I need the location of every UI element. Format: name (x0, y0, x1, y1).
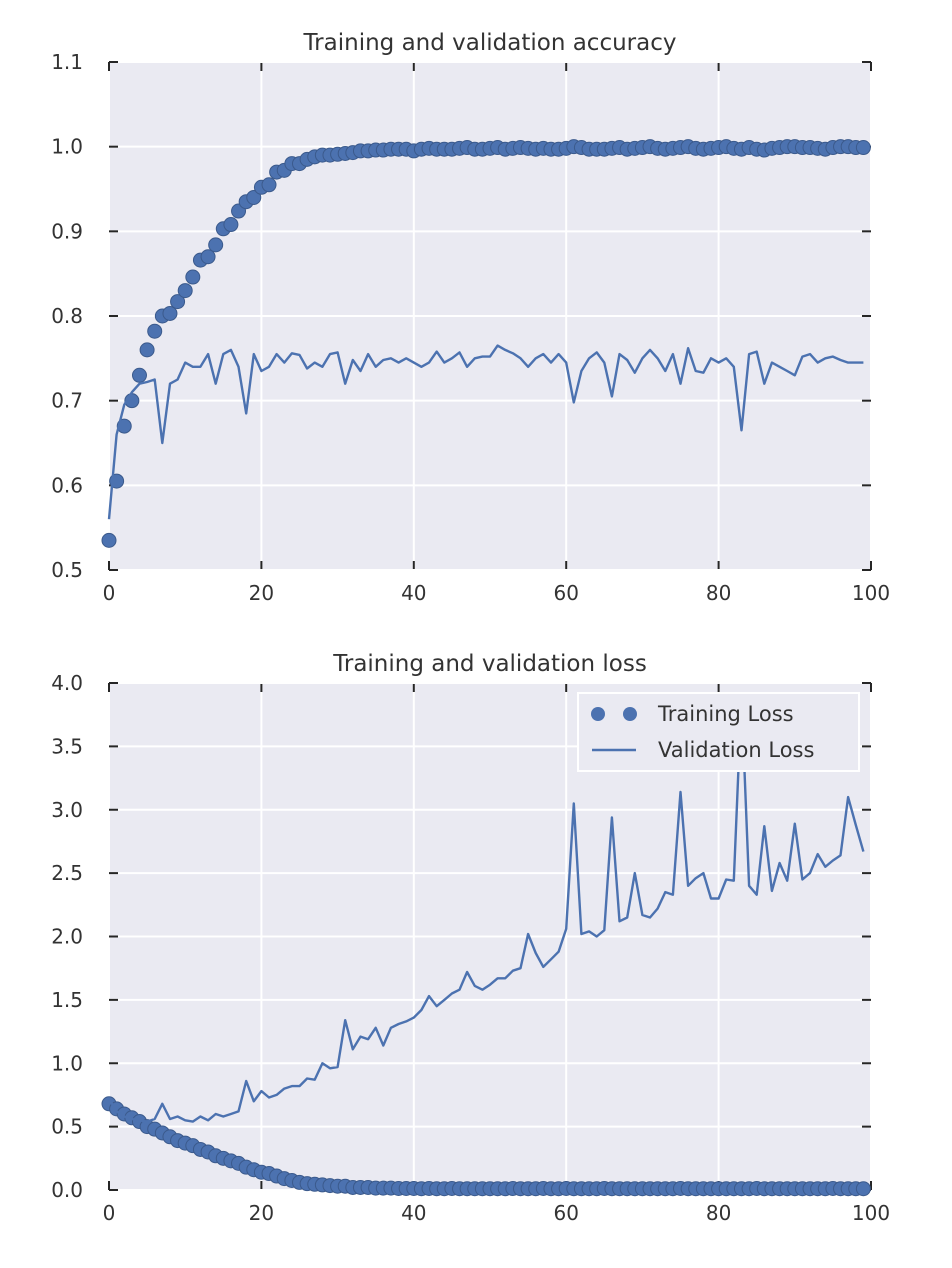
y-tick-label: 3.5 (51, 734, 83, 758)
loss-chart: 0 20 40 60 80 100 0.0 0.5 1.0 1.5 2.0 2.5 3.0 3.5 4.0 T… (51, 651, 890, 1225)
data-point (246, 189, 262, 205)
data-point (185, 269, 201, 285)
y-tick-label: 0.6 (51, 473, 83, 497)
chart-title: Training and validation loss (332, 651, 647, 677)
x-tick-label: 0 (103, 1201, 116, 1225)
legend-marker (623, 707, 637, 721)
data-point (200, 249, 216, 265)
x-tick-label: 20 (249, 1201, 274, 1225)
data-point (131, 367, 147, 383)
accuracy-chart: 0 20 40 60 80 100 0.5 0.6 0.7 0.8 0.9 1.0 1.1 Trainin… (51, 30, 890, 605)
series-0 (101, 139, 871, 548)
y-tick-label: 0.7 (51, 389, 83, 413)
data-point (208, 237, 224, 253)
legend: Training Loss Validation Loss (577, 692, 860, 772)
y-tick-label: 0.8 (51, 304, 83, 328)
x-tick-label: 0 (103, 581, 116, 605)
data-point (855, 1181, 871, 1197)
data-point (162, 305, 178, 321)
y-tick-label: 1.0 (51, 135, 83, 159)
data-point (855, 140, 871, 156)
x-tick-label: 80 (706, 581, 731, 605)
data-point (101, 532, 117, 548)
legend-box (577, 692, 860, 772)
y-tick-label: 2.0 (51, 925, 83, 949)
data-point (223, 217, 239, 233)
legend-marker (591, 707, 605, 721)
legend-label: Validation Loss (658, 738, 814, 762)
y-tick-label: 1.5 (51, 988, 83, 1012)
y-tick-label: 1.1 (51, 50, 83, 74)
y-tick-label: 3.0 (51, 798, 83, 822)
y-tick-label: 2.5 (51, 861, 83, 885)
x-tick-label: 60 (553, 1201, 578, 1225)
series-line (107, 344, 864, 520)
legend-label: Training Loss (657, 702, 794, 726)
data-point (177, 283, 193, 299)
x-tick-label: 80 (706, 1201, 731, 1225)
y-tick-label: 0.9 (51, 219, 83, 243)
y-tick-label: 0.5 (51, 1115, 83, 1139)
x-tick-label: 100 (852, 581, 890, 605)
data-point (170, 294, 186, 310)
series-0 (101, 1096, 871, 1197)
chart-title: Training and validation accuracy (303, 30, 677, 56)
x-tick-label: 40 (401, 581, 426, 605)
data-point (147, 323, 163, 339)
y-tick-label: 1.0 (51, 1051, 83, 1075)
series-1 (107, 344, 864, 520)
y-tick-label: 0.5 (51, 558, 83, 582)
series-1 (107, 694, 865, 1123)
x-tick-label: 100 (852, 1201, 890, 1225)
series-line (107, 694, 865, 1123)
data-point (261, 177, 277, 193)
x-tick-label: 20 (249, 581, 274, 605)
data-point (139, 342, 155, 358)
x-tick-label: 60 (553, 581, 578, 605)
y-tick-label: 4.0 (51, 671, 83, 695)
y-tick-label: 0.0 (51, 1178, 83, 1202)
x-tick-label: 40 (401, 1201, 426, 1225)
